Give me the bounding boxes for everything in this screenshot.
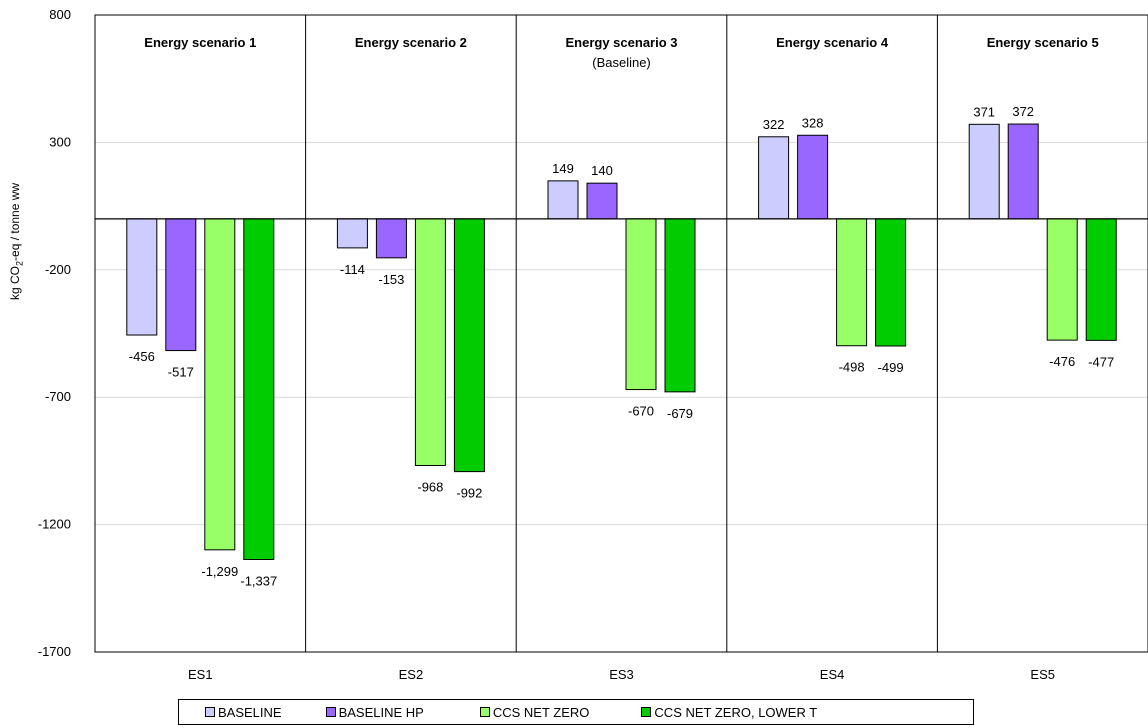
legend-item-baseline: BASELINE xyxy=(205,705,282,720)
data-label: -153 xyxy=(378,272,404,287)
data-label: -670 xyxy=(628,404,654,419)
x-category-label: ES5 xyxy=(1030,667,1055,682)
bar xyxy=(1046,218,1078,341)
bar xyxy=(126,218,158,336)
y-tick-label: 800 xyxy=(49,7,71,22)
bar xyxy=(336,218,368,249)
data-label: 149 xyxy=(552,161,574,176)
bar xyxy=(625,218,657,391)
data-label: -477 xyxy=(1088,354,1114,369)
panel-title: Energy scenario 1 xyxy=(144,35,256,50)
y-tick-label: -1700 xyxy=(38,644,71,659)
legend-swatch-ccs-net-zero-lower-t xyxy=(641,707,652,717)
y-axis-label-prefix: kg CO xyxy=(8,265,22,300)
y-tick-label: -200 xyxy=(45,262,71,277)
legend-item-ccs-net-zero-lower-t: CCS NET ZERO, LOWER T xyxy=(641,705,817,720)
data-label: 371 xyxy=(973,104,995,119)
data-label: -476 xyxy=(1049,354,1075,369)
x-category-label: ES2 xyxy=(399,667,424,682)
bar xyxy=(375,218,407,259)
data-label: -968 xyxy=(417,479,443,494)
data-label: 322 xyxy=(763,117,785,132)
bar xyxy=(1085,218,1117,341)
panel-title: Energy scenario 5 xyxy=(987,35,1099,50)
y-axis-label-subscript: 2 xyxy=(14,260,25,266)
panel-title: Energy scenario 3 xyxy=(566,35,678,50)
bar xyxy=(758,136,790,220)
legend-label-ccs-net-zero-lower-t: CCS NET ZERO, LOWER T xyxy=(654,704,818,720)
bar xyxy=(664,218,696,393)
legend-item-baseline-hp: BASELINE HP xyxy=(325,704,424,720)
bar xyxy=(453,218,485,473)
data-label: 140 xyxy=(591,163,613,178)
y-tick-label: 300 xyxy=(49,134,71,149)
data-label: -1,337 xyxy=(240,574,277,589)
data-label: -456 xyxy=(129,349,155,364)
data-label: -114 xyxy=(340,262,365,277)
legend-swatch-baseline-hp xyxy=(325,707,336,717)
y-axis-label: kg CO2-eq / tonne ww xyxy=(8,0,28,728)
bar xyxy=(875,218,907,347)
bar xyxy=(547,180,579,220)
y-tick-label: -1200 xyxy=(38,517,71,532)
bar xyxy=(586,182,618,220)
data-label: -498 xyxy=(839,360,865,375)
data-label: 328 xyxy=(802,115,824,130)
panel-subtitle: (Baseline) xyxy=(592,55,651,70)
bar xyxy=(968,123,1000,220)
bar xyxy=(165,218,197,352)
x-category-label: ES3 xyxy=(609,667,634,682)
data-label: -517 xyxy=(168,365,194,380)
data-label: -679 xyxy=(667,406,693,421)
data-label: -499 xyxy=(878,360,904,375)
bar xyxy=(797,134,829,220)
panel-title: Energy scenario 4 xyxy=(776,35,889,50)
data-label: -992 xyxy=(456,486,482,501)
x-category-label: ES1 xyxy=(188,667,213,682)
legend-swatch-ccs-net-zero xyxy=(479,707,490,717)
y-tick-label: -700 xyxy=(45,389,71,404)
data-label: 372 xyxy=(1012,104,1034,119)
chart-canvas: 800 300 -200 -700 -1200 -1700 Energy scenario … xyxy=(38,7,1148,682)
bar xyxy=(204,218,236,551)
bar xyxy=(1007,123,1039,220)
bar xyxy=(836,218,868,347)
panel-title: Energy scenario 2 xyxy=(355,35,467,50)
legend-item-ccs-net-zero: CCS NET ZERO xyxy=(479,704,590,720)
legend: BASELINE BASELINE HP CCS NET ZERO CCS NE… xyxy=(178,699,974,725)
bar xyxy=(414,218,446,466)
legend-label-baseline: BASELINE xyxy=(218,704,282,720)
bar xyxy=(243,218,275,561)
plot-frame xyxy=(94,14,1148,653)
x-category-label: ES4 xyxy=(820,667,845,682)
data-label: -1,299 xyxy=(201,564,238,579)
y-axis-label-suffix: -eq / tonne ww xyxy=(8,182,22,261)
legend-swatch-baseline xyxy=(205,707,215,717)
legend-label-baseline-hp: BASELINE HP xyxy=(338,704,424,720)
legend-label-ccs-net-zero: CCS NET ZERO xyxy=(492,704,590,720)
